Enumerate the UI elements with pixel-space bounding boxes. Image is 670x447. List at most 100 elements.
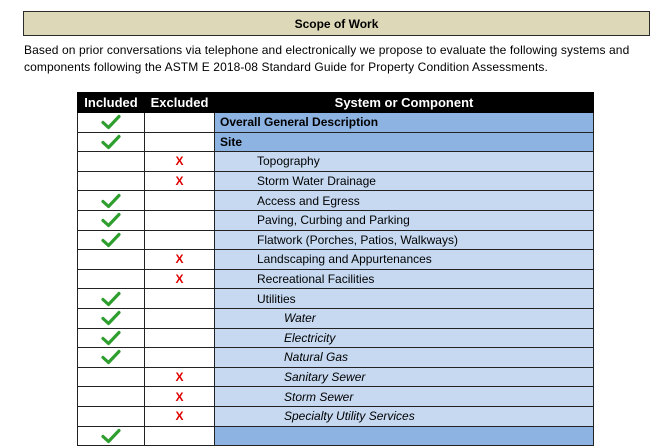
header-system: System or Component	[214, 92, 594, 113]
x-mark-icon: X	[175, 252, 184, 267]
checkmark-icon	[101, 428, 121, 444]
table-header-row: Included Excluded System or Component	[77, 92, 594, 113]
included-cell	[77, 229, 145, 251]
system-cell: Water	[214, 307, 594, 329]
excluded-cell	[144, 131, 215, 153]
table-row: X Landscaping and Appurtenances	[77, 249, 594, 270]
included-cell	[77, 190, 145, 211]
system-label: Electricity	[284, 330, 336, 345]
included-cell	[77, 151, 145, 172]
system-cell: Topography	[214, 151, 594, 172]
system-cell: Storm Water Drainage	[214, 170, 594, 192]
system-label: Sanitary Sewer	[284, 370, 366, 385]
included-cell	[77, 386, 145, 407]
table-row: X Storm Water Drainage	[77, 170, 594, 192]
system-cell: Electricity	[214, 327, 594, 349]
excluded-cell	[144, 425, 215, 447]
system-cell	[214, 425, 594, 447]
system-cell: Sanitary Sewer	[214, 366, 594, 388]
system-cell: Recreational Facilities	[214, 268, 594, 290]
checkmark-icon	[101, 114, 121, 130]
excluded-cell	[144, 288, 215, 309]
excluded-cell: X	[144, 151, 215, 172]
checkmark-icon	[101, 330, 121, 346]
excluded-cell	[144, 229, 215, 251]
included-cell	[77, 112, 145, 133]
checkmark-icon	[101, 291, 121, 307]
system-label: Water	[284, 311, 316, 326]
system-label: Flatwork (Porches, Patios, Walkways)	[257, 232, 458, 247]
system-label: Topography	[257, 154, 320, 169]
system-cell: Access and Egress	[214, 190, 594, 211]
excluded-cell: X	[144, 249, 215, 270]
x-mark-icon: X	[175, 409, 184, 424]
x-mark-icon: X	[175, 370, 184, 385]
header-included: Included	[77, 92, 145, 113]
included-cell	[77, 327, 145, 349]
system-cell: Landscaping and Appurtenances	[214, 249, 594, 270]
checkmark-icon	[101, 232, 121, 248]
included-cell	[77, 347, 145, 368]
x-mark-icon: X	[175, 174, 184, 189]
table-row: X Storm Sewer	[77, 386, 594, 407]
system-cell: Specialty Utility Services	[214, 405, 594, 427]
checkmark-icon	[101, 349, 121, 365]
system-label: Overall General Description	[220, 115, 379, 130]
banner-title: Scope of Work	[294, 16, 379, 31]
table-row: Overall General Description	[77, 112, 594, 133]
table-row: X Topography	[77, 151, 594, 172]
checkmark-icon	[101, 134, 121, 150]
included-cell	[77, 425, 145, 447]
checkmark-icon	[101, 212, 121, 228]
x-mark-icon: X	[175, 389, 184, 404]
table-row	[77, 425, 594, 447]
included-cell	[77, 268, 145, 290]
table-row: Natural Gas	[77, 347, 594, 368]
system-label: Specialty Utility Services	[284, 409, 415, 424]
included-cell	[77, 405, 145, 427]
included-cell	[77, 170, 145, 192]
scope-of-work-banner: Scope of Work	[23, 11, 650, 36]
excluded-cell: X	[144, 366, 215, 388]
x-mark-icon: X	[175, 154, 184, 169]
system-cell: Storm Sewer	[214, 386, 594, 407]
system-cell: Site	[214, 131, 594, 153]
excluded-cell	[144, 190, 215, 211]
excluded-cell	[144, 347, 215, 368]
table-row: Water	[77, 307, 594, 329]
included-cell	[77, 209, 145, 231]
included-cell	[77, 366, 145, 388]
system-label: Utilities	[257, 291, 296, 306]
system-label: Recreational Facilities	[257, 272, 375, 287]
table-row: Access and Egress	[77, 190, 594, 211]
system-label: Access and Egress	[257, 193, 360, 208]
excluded-cell: X	[144, 268, 215, 290]
included-cell	[77, 131, 145, 153]
excluded-cell: X	[144, 405, 215, 427]
table-row: X Specialty Utility Services	[77, 405, 594, 427]
system-label: Site	[220, 134, 243, 149]
table-row: Utilities	[77, 288, 594, 309]
excluded-cell	[144, 307, 215, 329]
system-cell: Flatwork (Porches, Patios, Walkways)	[214, 229, 594, 251]
table-row: Electricity	[77, 327, 594, 349]
table-body: Overall General Description Site X Topograp…	[77, 112, 594, 447]
excluded-cell	[144, 327, 215, 349]
table-row: X Recreational Facilities	[77, 268, 594, 290]
system-cell: Natural Gas	[214, 347, 594, 368]
system-label: Storm Sewer	[284, 389, 354, 404]
table-row: Site	[77, 131, 594, 153]
included-cell	[77, 249, 145, 270]
excluded-cell	[144, 209, 215, 231]
excluded-cell: X	[144, 386, 215, 407]
system-label: Natural Gas	[284, 350, 349, 365]
system-label: Storm Water Drainage	[257, 174, 376, 189]
system-cell: Utilities	[214, 288, 594, 309]
checkmark-icon	[101, 310, 121, 326]
system-cell: Overall General Description	[214, 112, 594, 133]
table-row: Paving, Curbing and Parking	[77, 209, 594, 231]
included-cell	[77, 288, 145, 309]
excluded-cell	[144, 112, 215, 133]
system-label: Landscaping and Appurtenances	[257, 252, 432, 267]
included-cell	[77, 307, 145, 329]
